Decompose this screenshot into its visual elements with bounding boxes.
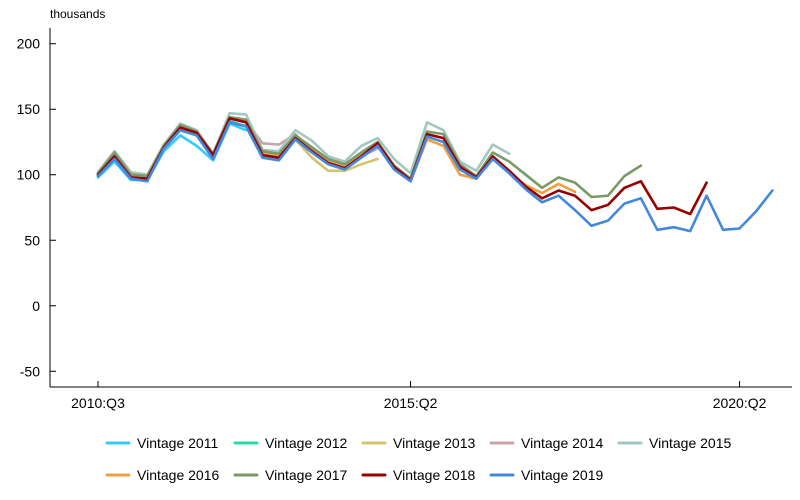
- series-line-vintage-2019: [96, 121, 774, 233]
- x-tick-label: 2015:Q2: [384, 395, 438, 411]
- y-tick-label: 0: [32, 298, 40, 314]
- legend-label: Vintage 2015: [649, 435, 731, 451]
- legend-label: Vintage 2012: [265, 435, 347, 451]
- series-line-vintage-2016: [96, 117, 577, 195]
- legend-item: Vintage 2019: [489, 467, 603, 483]
- y-tick-label: 200: [17, 36, 41, 52]
- series-layer: [96, 111, 774, 233]
- x-tick-label: 2020:Q2: [713, 395, 767, 411]
- legend-label: Vintage 2018: [393, 467, 475, 483]
- series-line-vintage-2018: [96, 117, 708, 216]
- y-tick-label: -50: [20, 363, 40, 379]
- legend-label: Vintage 2019: [521, 467, 603, 483]
- legend: Vintage 2011 Vintage 2012 Vintage 2013 Vint…: [105, 435, 731, 483]
- y-tick-label: 100: [17, 167, 41, 183]
- y-unit-label: thousands: [50, 7, 105, 21]
- legend-item: Vintage 2013: [361, 435, 475, 451]
- legend-label: Vintage 2014: [521, 435, 603, 451]
- legend-item: Vintage 2016: [105, 467, 219, 483]
- y-tick-label: 150: [17, 101, 41, 117]
- legend-item: Vintage 2012: [233, 435, 347, 451]
- y-tick-label: 50: [24, 232, 40, 248]
- x-tick-label: 2010:Q3: [71, 395, 125, 411]
- legend-item: Vintage 2017: [233, 467, 347, 483]
- legend-label: Vintage 2013: [393, 435, 475, 451]
- legend-item: Vintage 2015: [617, 435, 731, 451]
- axes-layer: thousands -50 0 50 100 150 200 2010:Q3 2015:Q2 20…: [17, 7, 792, 411]
- legend-label: Vintage 2017: [265, 467, 347, 483]
- legend-item: Vintage 2014: [489, 435, 603, 451]
- legend-label: Vintage 2016: [137, 467, 219, 483]
- series-line-vintage-2017: [96, 115, 643, 199]
- legend-item: Vintage 2018: [361, 467, 475, 483]
- legend-label: Vintage 2011: [137, 435, 218, 451]
- legend-item: Vintage 2011: [105, 435, 218, 451]
